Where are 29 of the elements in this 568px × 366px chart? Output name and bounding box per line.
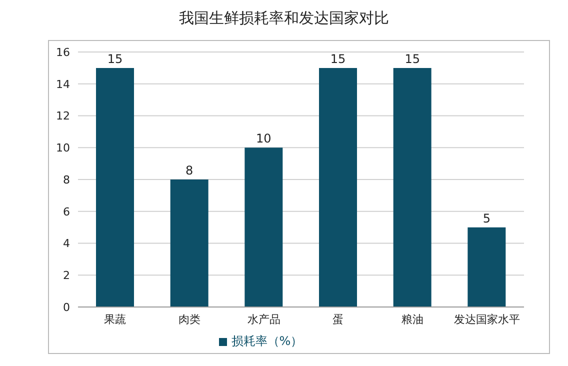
legend-label: 损耗率（%） — [231, 334, 303, 348]
data-label: 10 — [256, 132, 272, 146]
y-tick-label: 12 — [56, 110, 70, 123]
y-tick-label: 16 — [56, 46, 70, 59]
x-tick-label: 果蔬 — [104, 312, 126, 326]
y-tick-label: 2 — [63, 269, 70, 282]
y-tick-label: 0 — [63, 300, 70, 314]
chart-title: 我国生鲜损耗率和发达国家对比 — [178, 8, 390, 29]
data-label: 5 — [482, 211, 490, 226]
data-label: 8 — [186, 164, 194, 178]
x-tick-label: 水产品 — [247, 312, 280, 326]
bar — [468, 227, 506, 307]
y-tick-label: 14 — [56, 78, 70, 91]
data-label: 15 — [330, 52, 346, 66]
bar — [170, 180, 208, 307]
x-tick-label: 蛋 — [332, 312, 344, 326]
bar — [244, 148, 283, 307]
bar — [96, 68, 134, 307]
x-tick-label: 肉类 — [178, 312, 200, 326]
bar — [319, 68, 357, 307]
y-tick-label: 10 — [56, 142, 70, 155]
x-tick-label: 发达国家水平 — [454, 312, 520, 326]
y-tick-label: 4 — [63, 237, 70, 250]
y-tick-label: 6 — [63, 205, 70, 218]
data-label: 15 — [404, 52, 420, 66]
x-tick-label: 粮油 — [402, 312, 424, 326]
bar — [393, 68, 432, 307]
y-tick-label: 8 — [63, 173, 70, 186]
data-label: 15 — [107, 52, 123, 66]
